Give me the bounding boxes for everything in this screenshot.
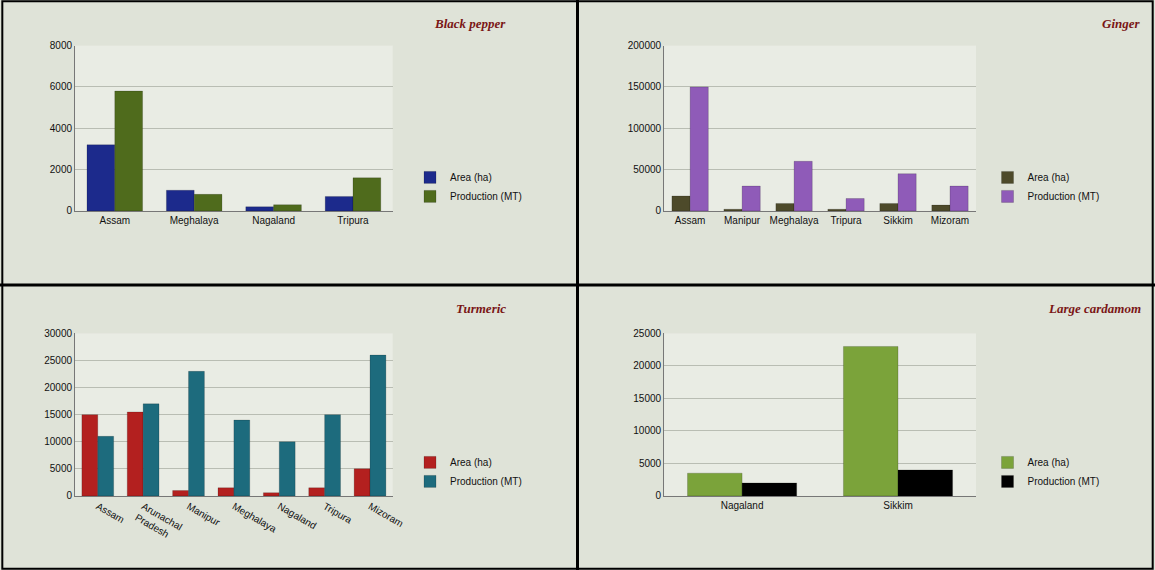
svg-text:Mizoram: Mizoram bbox=[367, 500, 406, 529]
svg-text:Black pepper: Black pepper bbox=[434, 16, 506, 31]
svg-text:Production (MT): Production (MT) bbox=[1028, 476, 1100, 487]
svg-text:200000: 200000 bbox=[628, 40, 662, 51]
svg-text:20000: 20000 bbox=[44, 382, 72, 393]
svg-text:6000: 6000 bbox=[50, 81, 73, 92]
svg-text:Large cardamom: Large cardamom bbox=[1048, 301, 1141, 316]
svg-text:0: 0 bbox=[67, 205, 73, 216]
svg-text:20000: 20000 bbox=[633, 360, 661, 371]
svg-text:Meghalaya: Meghalaya bbox=[170, 215, 219, 226]
svg-text:Mizoram: Mizoram bbox=[931, 215, 969, 226]
svg-text:25000: 25000 bbox=[633, 328, 661, 339]
svg-text:Nagaland: Nagaland bbox=[721, 500, 764, 511]
svg-text:Area (ha): Area (ha) bbox=[1028, 172, 1070, 183]
svg-text:25000: 25000 bbox=[44, 355, 72, 366]
svg-text:5000: 5000 bbox=[50, 463, 73, 474]
svg-text:Tripura: Tripura bbox=[830, 215, 862, 226]
svg-text:10000: 10000 bbox=[633, 425, 661, 436]
svg-text:Sikkim: Sikkim bbox=[883, 500, 912, 511]
svg-text:Assam: Assam bbox=[99, 215, 130, 226]
svg-text:100000: 100000 bbox=[628, 123, 662, 134]
svg-text:50000: 50000 bbox=[633, 164, 661, 175]
svg-text:8000: 8000 bbox=[50, 40, 73, 51]
svg-text:0: 0 bbox=[656, 490, 662, 501]
svg-text:Tripura: Tripura bbox=[337, 215, 369, 226]
svg-text:Manipur: Manipur bbox=[185, 500, 222, 528]
svg-text:Assam: Assam bbox=[94, 500, 126, 525]
svg-text:Manipur: Manipur bbox=[724, 215, 761, 226]
svg-text:Area (ha): Area (ha) bbox=[450, 457, 492, 468]
svg-text:Nagaland: Nagaland bbox=[276, 500, 319, 531]
svg-text:30000: 30000 bbox=[44, 328, 72, 339]
svg-text:Production (MT): Production (MT) bbox=[1028, 191, 1100, 202]
svg-text:15000: 15000 bbox=[44, 409, 72, 420]
svg-text:Assam: Assam bbox=[675, 215, 706, 226]
svg-text:2000: 2000 bbox=[50, 164, 73, 175]
svg-text:0: 0 bbox=[656, 205, 662, 216]
svg-text:Production (MT): Production (MT) bbox=[450, 476, 522, 487]
svg-text:Sikkim: Sikkim bbox=[883, 215, 912, 226]
svg-text:150000: 150000 bbox=[628, 81, 662, 92]
svg-text:Area (ha): Area (ha) bbox=[1028, 457, 1070, 468]
svg-text:Ginger: Ginger bbox=[1102, 16, 1141, 31]
svg-text:Turmeric: Turmeric bbox=[456, 301, 506, 316]
svg-text:Meghalaya: Meghalaya bbox=[230, 500, 278, 534]
svg-text:15000: 15000 bbox=[633, 393, 661, 404]
svg-text:Tripura: Tripura bbox=[321, 500, 354, 525]
svg-text:Meghalaya: Meghalaya bbox=[770, 215, 819, 226]
svg-text:Production (MT): Production (MT) bbox=[450, 191, 522, 202]
svg-text:5000: 5000 bbox=[639, 458, 662, 469]
svg-text:10000: 10000 bbox=[44, 436, 72, 447]
svg-text:ArunachalPradesh: ArunachalPradesh bbox=[133, 500, 184, 543]
svg-text:4000: 4000 bbox=[50, 123, 73, 134]
svg-text:0: 0 bbox=[67, 490, 73, 501]
svg-text:Nagaland: Nagaland bbox=[252, 215, 295, 226]
svg-text:Area (ha): Area (ha) bbox=[450, 172, 492, 183]
